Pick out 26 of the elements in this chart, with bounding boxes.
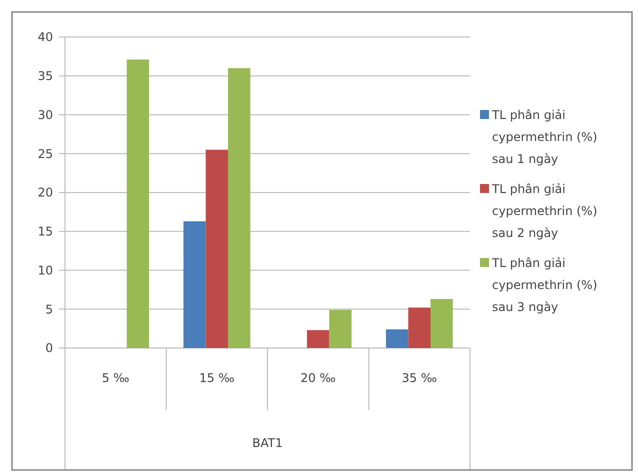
y-tick-label: 40 xyxy=(38,30,53,44)
legend-label: TL phân giải cypermethrin (%) sau 3 ngày xyxy=(491,256,598,314)
bar xyxy=(386,329,408,348)
y-tick-label: 5 xyxy=(45,302,53,316)
bar xyxy=(329,310,352,348)
x-tick-label: 35 ‰ xyxy=(402,371,437,386)
bar xyxy=(430,299,453,348)
y-tick-label: 0 xyxy=(45,341,53,356)
y-tick-label: 25 xyxy=(38,146,53,161)
bar xyxy=(206,150,228,348)
bar xyxy=(408,308,431,348)
bar xyxy=(126,60,150,348)
bar xyxy=(306,330,330,348)
legend-label: TL phân giải cypermethrin (%) sau 1 ngày xyxy=(491,108,598,166)
x-tick-label: 20 ‰ xyxy=(300,371,336,386)
y-tick-label: 35 xyxy=(38,69,53,84)
x-tick-label: 15 ‰ xyxy=(199,371,234,386)
y-tick-label: 20 xyxy=(38,186,53,200)
y-tick-label: 30 xyxy=(38,108,53,122)
x-tick-label: 5 ‰ xyxy=(102,371,130,386)
bar xyxy=(183,221,206,348)
legend-label: TL phân giải cypermethrin (%) sau 2 ngày xyxy=(491,182,598,240)
x-axis-title: BAT1 xyxy=(252,436,283,450)
y-tick-label: 10 xyxy=(38,263,53,278)
bar xyxy=(228,68,250,348)
y-tick-label: 15 xyxy=(38,224,53,239)
